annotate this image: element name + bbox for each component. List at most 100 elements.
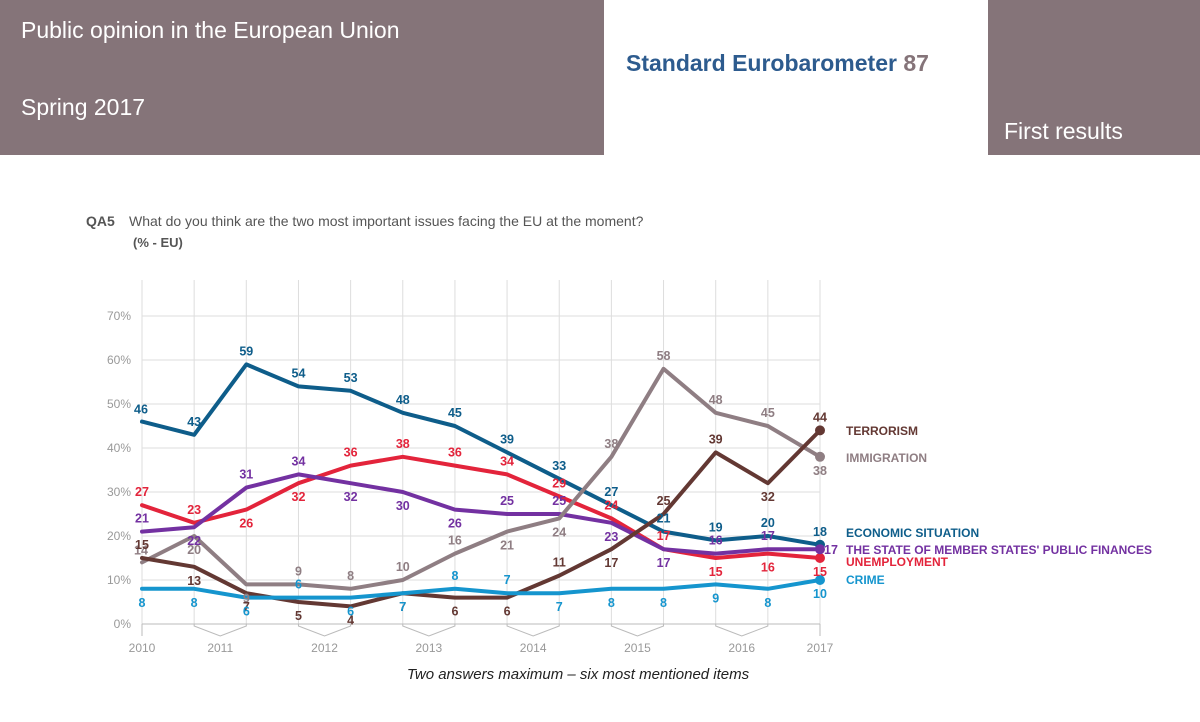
data-label: 21	[500, 539, 514, 553]
x-tick-label: 2011	[207, 641, 233, 655]
data-label: 8	[764, 596, 771, 610]
data-label: 31	[239, 468, 253, 482]
data-label: 20	[187, 543, 201, 557]
data-label: 8	[139, 596, 146, 610]
data-label: 25	[500, 494, 514, 508]
data-label: 8	[608, 596, 615, 610]
data-label: 36	[344, 446, 358, 460]
data-label: 21	[135, 512, 149, 526]
header-band-left	[0, 0, 604, 155]
data-label: 22	[187, 534, 201, 548]
data-label: 8	[191, 596, 198, 610]
y-tick-label: 10%	[107, 573, 131, 587]
data-label: 17	[604, 556, 618, 570]
data-label: 19	[709, 520, 723, 534]
series-line	[140, 454, 822, 560]
season-label: Spring 2017	[21, 94, 146, 120]
legend-label: IMMIGRATION	[846, 451, 927, 465]
data-label: 54	[292, 366, 306, 380]
data-label: 16	[448, 534, 462, 548]
series-end-marker	[815, 425, 825, 436]
data-label: 9	[295, 564, 302, 578]
x-tick-label: 2012	[311, 641, 338, 655]
data-label: 4	[347, 613, 354, 627]
data-label: 6	[243, 605, 250, 619]
x-tick-label: 2017	[807, 641, 834, 655]
data-label: 8	[347, 569, 354, 583]
data-label: 58	[657, 349, 671, 363]
data-label: 10	[813, 587, 827, 601]
data-label: 27	[135, 485, 149, 499]
year-bracket	[610, 624, 665, 637]
series-end-marker	[815, 544, 825, 555]
x-tick-label: 2014	[520, 641, 547, 655]
data-label: 59	[239, 344, 253, 358]
data-label: 6	[451, 605, 458, 619]
year-bracket	[193, 624, 247, 637]
data-label: 48	[709, 393, 723, 407]
data-label: 6	[347, 605, 354, 619]
data-label: 23	[187, 503, 201, 517]
publication-title: Public opinion in the European Union	[21, 17, 400, 43]
series-end-marker	[815, 451, 825, 462]
data-label: 17	[761, 529, 775, 543]
series-line	[140, 578, 822, 600]
data-label: 6	[295, 578, 302, 592]
data-label: 7	[504, 573, 511, 587]
data-label: 17	[824, 543, 838, 557]
data-label: 16	[709, 534, 723, 548]
series-line	[140, 366, 822, 591]
data-label: 8	[660, 596, 667, 610]
data-label: 38	[604, 437, 618, 451]
series-line	[140, 472, 822, 556]
data-label: 44	[813, 410, 827, 424]
series-end-marker	[815, 575, 825, 585]
survey-number: 87	[903, 50, 929, 76]
data-label: 17	[657, 556, 671, 570]
data-label: 36	[448, 446, 462, 460]
data-label: 45	[761, 406, 775, 420]
data-label: 10	[396, 560, 410, 574]
series-end-marker	[815, 553, 825, 563]
question-text: What do you think are the two most impor…	[129, 213, 644, 229]
data-label: 39	[709, 432, 723, 446]
data-label: 34	[500, 454, 514, 468]
y-tick-label: 20%	[107, 529, 131, 543]
data-label: 32	[344, 490, 358, 504]
data-label: 26	[239, 517, 253, 531]
legend-label: CRIME	[846, 573, 885, 587]
x-tick-label: 2010	[129, 641, 156, 655]
data-label: 13	[187, 574, 201, 588]
data-label: 32	[761, 490, 775, 504]
data-label: 9	[243, 591, 250, 605]
data-label: 23	[604, 530, 618, 544]
legend-label: ECONOMIC SITUATION	[846, 526, 979, 540]
chart-series	[140, 362, 825, 609]
year-bracket	[297, 624, 352, 637]
data-label: 11	[553, 556, 566, 570]
y-tick-label: 30%	[107, 485, 131, 499]
data-label: 45	[448, 406, 462, 420]
data-label: 32	[292, 490, 306, 504]
data-label: 21	[657, 512, 671, 526]
x-tick-label: 2016	[728, 641, 755, 655]
data-label: 24	[604, 498, 618, 512]
data-label: 20	[761, 516, 775, 530]
y-tick-label: 70%	[107, 309, 131, 323]
data-label: 6	[504, 605, 511, 619]
data-label: 5	[295, 609, 302, 623]
data-label: 16	[761, 561, 775, 575]
chart-subtitle: (% - EU)	[133, 235, 183, 250]
data-label: 26	[448, 517, 462, 531]
status-label: First results	[1004, 118, 1123, 144]
data-label: 30	[396, 499, 410, 513]
data-label: 15	[135, 538, 149, 552]
data-label: 15	[813, 565, 827, 579]
chart-footnote: Two answers maximum – six most mentioned…	[407, 666, 750, 683]
data-label: 39	[500, 432, 514, 446]
data-label: 43	[187, 415, 201, 429]
data-label: 18	[813, 525, 827, 539]
question-code: QA5	[86, 213, 115, 229]
survey-title: Standard Eurobarometer 87	[626, 50, 929, 77]
data-label: 33	[552, 459, 566, 473]
